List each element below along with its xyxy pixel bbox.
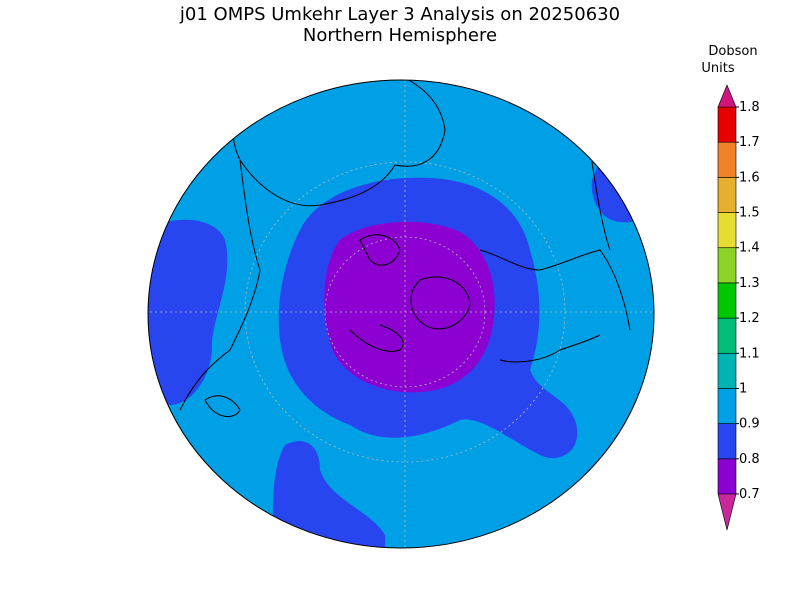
colorbar-tick-label: 1.2 [739,311,760,326]
colorbar-tick-label: 1.4 [739,241,760,256]
colorbar: 0.7 0.8 0.9 1 1.1 1.2 1.3 1.4 1.5 1.6 1.7 1.8 [717,84,760,531]
colorbar-swatch [717,141,737,178]
contour-region [324,221,495,393]
colorbar-swatch [717,212,737,249]
colorbar-under [717,493,737,531]
colorbar-tick-label: 0.9 [739,417,760,432]
colorbar-swatch [717,352,737,389]
colorbar-tick-label: 0.7 [739,487,760,502]
map-area [148,80,654,548]
contour-region [148,219,228,405]
colorbar-swatch [717,458,737,495]
colorbar-label: Dobson [708,44,757,59]
colorbar-tick-label: 0.8 [739,452,760,467]
colorbar-swatch [717,177,737,213]
colorbar-tick-label: 1.6 [739,170,760,185]
colorbar-label: Units [701,61,734,76]
colorbar-swatch [717,106,737,143]
colorbar-over [717,84,737,108]
colorbar-tick-label: 1.1 [739,346,760,361]
colorbar-swatch [717,388,737,424]
map-border [147,79,655,549]
colorbar-swatch [717,317,737,354]
colorbar-swatch [717,423,737,460]
colorbar-swatch [717,247,737,284]
colorbar-tick-label: 1.8 [739,100,760,115]
colorbar-tick-label: 1.5 [739,206,760,221]
colorbar-swatch [717,282,737,319]
title: j01 OMPS Umkehr Layer 3 Analysis on 2025… [179,4,620,25]
subtitle: Northern Hemisphere [303,25,497,46]
colorbar-tick-label: 1.7 [739,135,760,150]
colorbar-tick-label: 1.3 [739,276,760,291]
colorbar-tick-label: 1 [739,381,747,396]
